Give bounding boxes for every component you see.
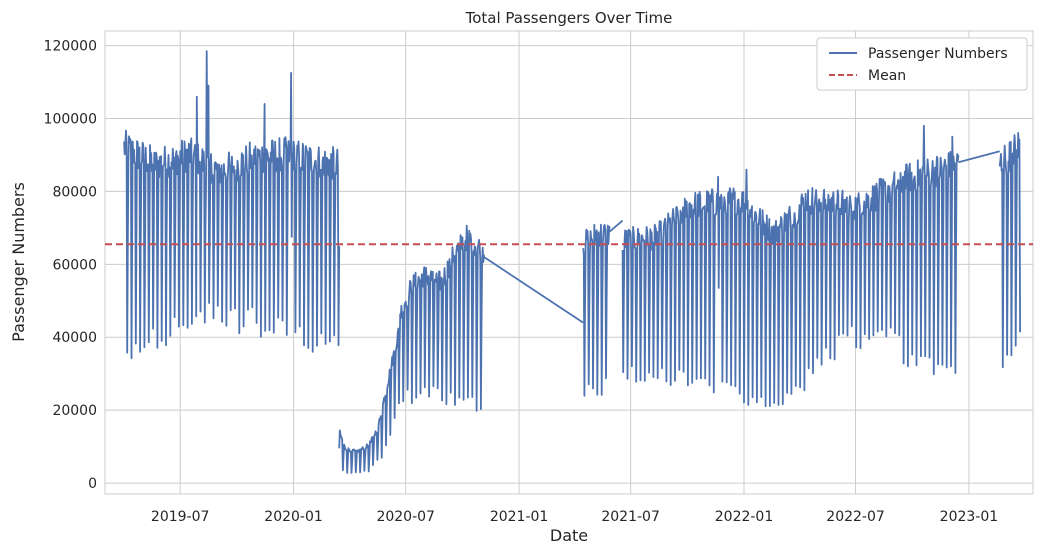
series-line-segment: [582, 223, 611, 397]
plot-content: [105, 50, 1033, 474]
x-tick-label: 2022-01: [715, 509, 774, 525]
series-line-segment: [998, 131, 1021, 369]
x-tick-label: 2021-01: [490, 509, 549, 525]
series-line-connector: [609, 219, 624, 233]
x-tick-label: 2022-07: [826, 509, 885, 525]
legend: Passenger Numbers Mean: [816, 37, 1028, 91]
series-line-connector: [483, 256, 584, 324]
series-line-segment: [621, 124, 960, 408]
x-tick-label: 2023-01: [940, 509, 999, 525]
series-line-segment: [338, 327, 400, 474]
chart-title: Total Passengers Over Time: [465, 9, 673, 27]
y-tick-label: 0: [88, 476, 97, 492]
x-axis-label: Date: [550, 526, 588, 545]
y-tick-label: 100000: [44, 111, 97, 127]
series-line-segment: [123, 50, 341, 360]
legend-label-mean: Mean: [868, 68, 906, 84]
y-tick-label: 20000: [52, 403, 97, 419]
series-line-connector: [958, 150, 1000, 164]
x-tick-label: 2020-07: [376, 509, 435, 525]
x-tick-label: 2021-07: [601, 509, 660, 525]
y-tick-label: 80000: [52, 184, 97, 200]
legend-box: [816, 37, 1028, 91]
y-tick-label: 40000: [52, 330, 97, 346]
x-tick-label: 2020-01: [264, 509, 323, 525]
y-tick-label: 120000: [44, 39, 97, 55]
tick-labels: 0 20000 40000 60000 80000 100000 120000 2019-07…: [44, 39, 999, 525]
y-tick-label: 60000: [52, 257, 97, 273]
series-line-segment: [398, 224, 485, 412]
y-axis-label: Passenger Numbers: [9, 182, 28, 342]
x-tick-label: 2019-07: [151, 509, 210, 525]
legend-label-passenger-numbers: Passenger Numbers: [868, 46, 1008, 62]
